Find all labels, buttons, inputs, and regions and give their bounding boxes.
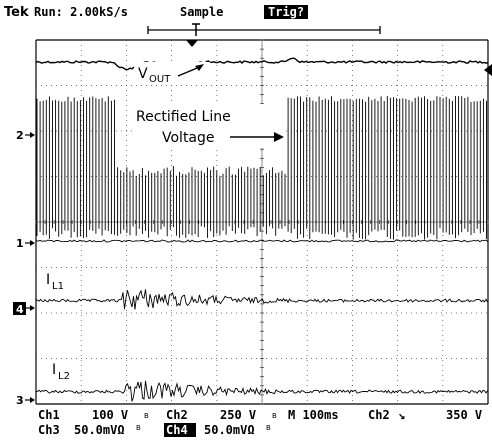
ch2-label: Ch2 (166, 408, 188, 422)
il1-label: I (46, 272, 50, 288)
trigger-status-badge (264, 5, 308, 19)
header-bar: Tek Run: 2.00kS/s Sample Trig? (4, 5, 381, 47)
trigger-level-marker (484, 64, 492, 76)
status-row-2: Ch3 50.0mVΩ B Ch4 50.0mVΩ B (38, 423, 271, 437)
ch4-label: Ch4 (166, 423, 188, 437)
trigger-slope-icon: ↘ (398, 408, 405, 422)
rectified-line-voltage-trace (35, 96, 489, 243)
timebase: M 100ms (288, 408, 339, 422)
acquisition-mode: Sample (180, 5, 223, 19)
status-bar: Ch1 100 V B Ch2 250 V B M 100ms Ch2 ↘ 35… (38, 408, 482, 437)
ch3-scale: 50.0mVΩ (74, 423, 125, 437)
vout-trace (35, 57, 489, 71)
ch1-label: Ch1 (38, 408, 60, 422)
il1-current-trace (35, 289, 488, 310)
il1-label-subscript: L1 (52, 281, 64, 292)
ch3-ground-marker: 3 (16, 394, 35, 407)
voltage-label: Voltage (162, 130, 215, 146)
ch1-bandwidth-icon: B (144, 412, 149, 420)
graticule (35, 39, 489, 405)
vout-arrow-head (195, 64, 204, 71)
svg-text:2: 2 (16, 129, 24, 142)
il2-label-subscript: L2 (58, 371, 70, 382)
channel-markers: 2 1 4 3 (13, 129, 35, 407)
ch2-bandwidth-icon: B (272, 412, 277, 420)
svg-text:4: 4 (16, 303, 24, 316)
svg-text:3: 3 (16, 394, 24, 407)
run-state: Run: 2.00kS/s (34, 5, 128, 19)
il1-annotation: I L1 (46, 272, 64, 292)
ch4-ground-marker: 4 (13, 302, 35, 316)
ch4-selected-badge (164, 423, 196, 437)
rectified-line-arrow-head (274, 132, 284, 142)
il2-annotation: I L2 (52, 362, 70, 382)
status-row-1: Ch1 100 V B Ch2 250 V B M 100ms Ch2 ↘ 35… (38, 408, 482, 422)
il2-current-trace (35, 380, 488, 402)
trigger-source: Ch2 (368, 408, 390, 422)
ch1-ground-marker: 1 (16, 237, 35, 250)
vout-label-subscript: OUT (149, 74, 171, 85)
trigger-level: 350 V (446, 408, 482, 422)
il2-label: I (52, 362, 56, 378)
waveform-traces (35, 57, 489, 402)
ch3-bandwidth-icon: B (136, 424, 141, 432)
svg-text:1: 1 (16, 237, 24, 250)
ch3-label: Ch3 (38, 423, 60, 437)
record-position-bracket (147, 23, 381, 36)
ch1-scale: 100 V (92, 408, 128, 422)
ch4-bandwidth-icon: B (266, 424, 271, 432)
ch2-ground-marker: 2 (16, 129, 35, 142)
ch4-scale: 50.0mVΩ (204, 423, 255, 437)
trigger-status: Trig? (268, 5, 304, 19)
vout-annotation: V OUT (134, 62, 210, 85)
trigger-position-marker (186, 40, 198, 47)
rectified-line-annotation: Rectified Line Voltage (132, 104, 286, 148)
brand-label: Tek (4, 5, 29, 20)
rectified-line-label: Rectified Line (136, 109, 231, 125)
ch2-scale: 250 V (220, 408, 256, 422)
vout-label: V (138, 66, 148, 82)
